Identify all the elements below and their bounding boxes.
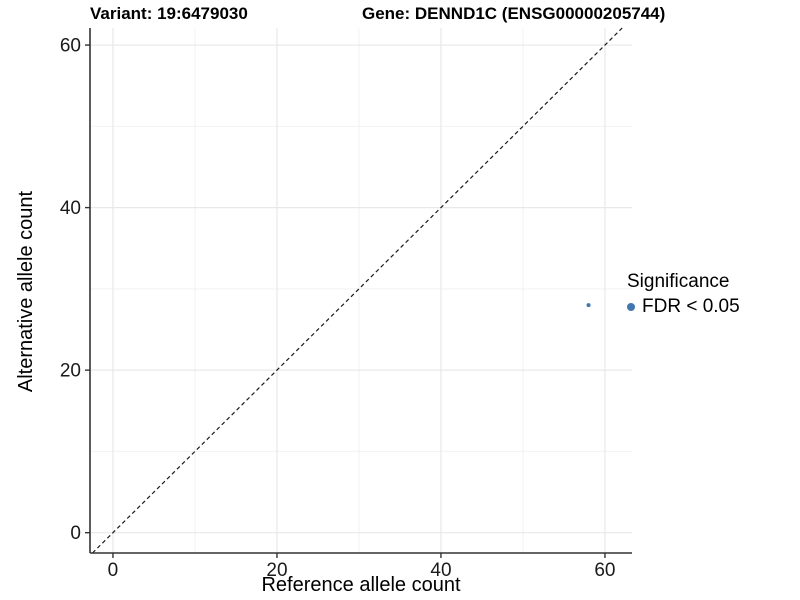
data-point (586, 303, 591, 308)
legend-title: Significance (627, 271, 730, 292)
legend: Significance FDR < 0.05 (627, 271, 740, 318)
x-tick-label: 0 (108, 560, 119, 581)
x-tick-label: 40 (430, 560, 451, 581)
title-row: Variant: 19:6479030 Gene: DENND1C (ENSG0… (0, 4, 800, 28)
identity-line (92, 27, 623, 554)
y-axis-title: Alternative allele count (15, 190, 37, 393)
legend-item-fdr: FDR < 0.05 (627, 296, 740, 318)
legend-point-icon (627, 303, 635, 311)
x-tick-label: 60 (594, 560, 615, 581)
y-tick-label: 0 (70, 523, 81, 544)
y-tick-label: 20 (60, 361, 81, 382)
legend-item-label: FDR < 0.05 (642, 296, 740, 317)
x-axis-title: Reference allele count (261, 574, 461, 596)
y-tick-label: 40 (60, 198, 81, 219)
x-tick-label: 20 (266, 560, 287, 581)
y-tick-label: 60 (60, 36, 81, 57)
gene-title: Gene: DENND1C (ENSG00000205744) (362, 4, 666, 23)
variant-title: Variant: 19:6479030 (90, 4, 248, 23)
